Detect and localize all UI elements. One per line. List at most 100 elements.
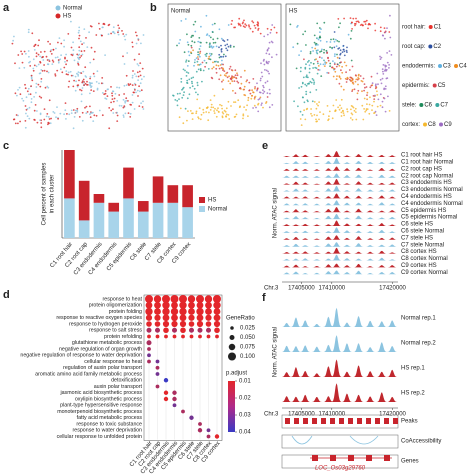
cell-point bbox=[318, 56, 321, 59]
cell-point bbox=[346, 110, 349, 113]
cell-point bbox=[201, 61, 204, 64]
size-legend-label: 0.025 bbox=[240, 326, 256, 332]
cell-point bbox=[342, 44, 345, 47]
cell-point bbox=[267, 62, 269, 65]
cell-point bbox=[346, 46, 348, 49]
cell-point bbox=[125, 74, 128, 77]
annotation-label: Genes bbox=[401, 459, 419, 465]
cell-point bbox=[321, 57, 323, 59]
cell-point bbox=[136, 63, 139, 65]
cell-point bbox=[212, 38, 215, 41]
cell-point bbox=[197, 64, 199, 66]
dot bbox=[172, 390, 177, 395]
cell-point bbox=[199, 52, 201, 54]
cell-point bbox=[345, 81, 348, 83]
color-legend-title: p.adjust bbox=[226, 371, 247, 377]
cell-point bbox=[23, 66, 26, 69]
cell-point bbox=[24, 87, 27, 90]
cell-point bbox=[134, 89, 136, 91]
cell-point bbox=[28, 117, 31, 120]
cell-point bbox=[30, 101, 33, 104]
dot bbox=[163, 390, 169, 395]
cell-point bbox=[114, 92, 117, 95]
cell-point bbox=[12, 39, 15, 42]
cell-point bbox=[212, 42, 215, 44]
dot bbox=[162, 320, 170, 328]
cell-point bbox=[243, 94, 246, 96]
cell-point bbox=[363, 20, 366, 23]
chrom-label: Chr.3 bbox=[264, 412, 279, 418]
cell-point bbox=[319, 36, 322, 39]
legend-swatch bbox=[423, 122, 428, 127]
cell-point bbox=[205, 52, 208, 55]
cell-point bbox=[388, 110, 391, 112]
cell-point bbox=[218, 46, 220, 49]
legend-label: C3 bbox=[443, 64, 451, 70]
cell-point bbox=[226, 39, 229, 41]
cell-point bbox=[225, 47, 228, 50]
dot bbox=[214, 434, 220, 439]
cell-point bbox=[108, 23, 111, 26]
legend-swatch bbox=[439, 122, 444, 127]
cell-point bbox=[384, 68, 387, 71]
cell-point bbox=[366, 94, 368, 97]
cell-point bbox=[349, 37, 352, 40]
cell-point bbox=[380, 56, 383, 59]
cell-point bbox=[214, 107, 216, 110]
cell-point bbox=[340, 98, 343, 101]
cell-point bbox=[370, 75, 373, 78]
cell-point bbox=[28, 61, 30, 64]
cell-point bbox=[110, 101, 112, 104]
cell-point bbox=[264, 69, 266, 71]
cell-point bbox=[214, 60, 216, 63]
cell-point bbox=[301, 82, 304, 85]
cell-point bbox=[353, 109, 356, 112]
dot bbox=[172, 403, 177, 408]
cell-point bbox=[271, 104, 274, 106]
cell-point bbox=[315, 44, 317, 47]
cell-point bbox=[332, 38, 335, 41]
legend-swatch bbox=[55, 13, 61, 19]
cell-point bbox=[85, 76, 88, 78]
dot bbox=[155, 327, 160, 333]
bar-segment bbox=[108, 202, 120, 212]
cell-point bbox=[138, 85, 141, 88]
cell-point bbox=[227, 24, 230, 26]
cell-point bbox=[350, 108, 352, 111]
cell-point bbox=[205, 34, 208, 36]
y-tick-label: cellular response to heat bbox=[84, 359, 142, 365]
cell-point bbox=[77, 71, 80, 73]
cell-point bbox=[222, 88, 224, 91]
signal-track bbox=[282, 151, 398, 157]
cell-point bbox=[15, 114, 18, 116]
cell-point bbox=[80, 50, 83, 53]
cell-point bbox=[364, 110, 367, 113]
cell-point bbox=[139, 90, 141, 93]
cell-point bbox=[266, 96, 269, 98]
bar-segment bbox=[64, 150, 75, 199]
cell-point bbox=[384, 37, 386, 40]
cell-point bbox=[72, 109, 75, 111]
cell-point bbox=[39, 61, 42, 64]
cell-point bbox=[102, 23, 105, 25]
y-axis-label: Norm. ATAC signal bbox=[273, 188, 279, 238]
dot bbox=[172, 396, 177, 402]
cell-point bbox=[198, 107, 201, 109]
cell-point bbox=[333, 40, 336, 43]
dot bbox=[145, 307, 153, 316]
cell-point bbox=[308, 59, 310, 62]
cell-point bbox=[72, 85, 75, 88]
cell-point bbox=[220, 50, 223, 53]
cell-point bbox=[89, 61, 92, 64]
x-tick-label: 17405000 bbox=[288, 286, 315, 292]
cell-point bbox=[269, 92, 271, 95]
peak-block bbox=[330, 418, 335, 424]
size-legend-dot bbox=[230, 326, 234, 330]
cell-point bbox=[205, 14, 208, 17]
peak-block bbox=[348, 418, 353, 424]
cell-point bbox=[310, 112, 312, 115]
cell-point bbox=[382, 34, 384, 37]
cell-point bbox=[365, 108, 368, 110]
cell-point bbox=[117, 33, 120, 36]
